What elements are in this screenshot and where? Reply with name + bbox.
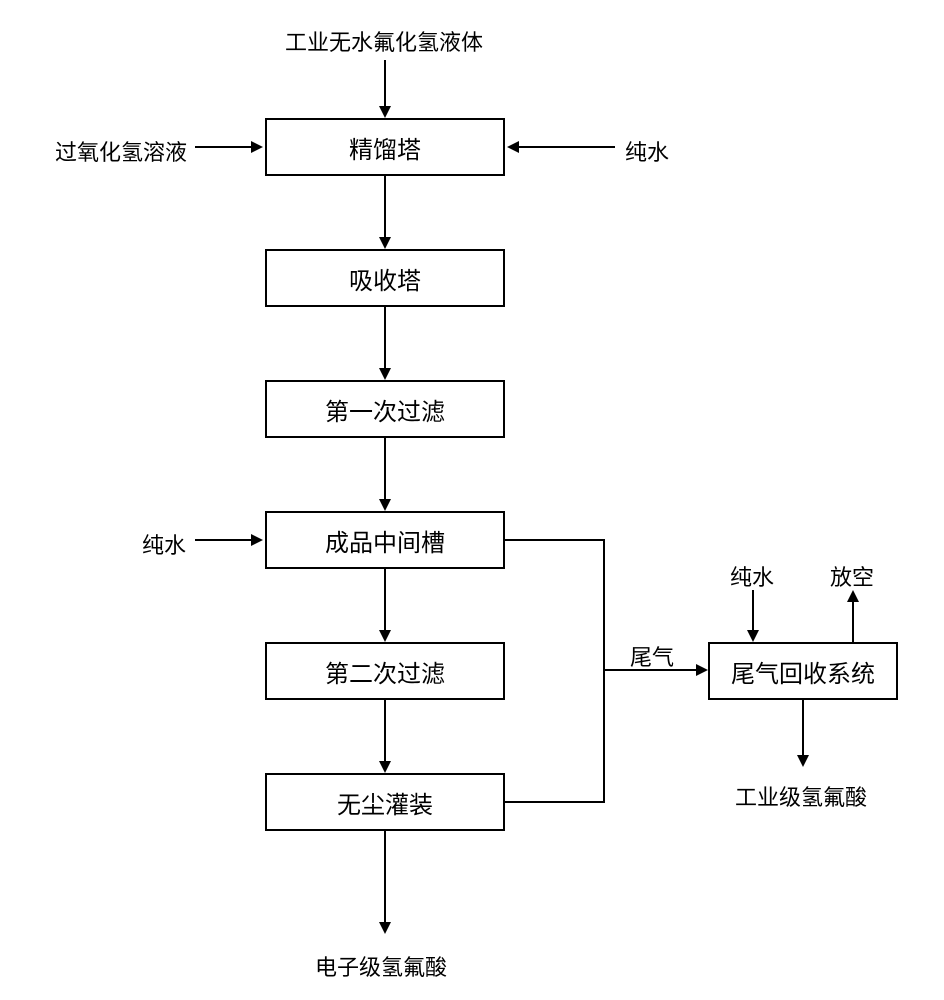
- arrow-head: [379, 368, 391, 380]
- arrow-head: [379, 499, 391, 511]
- arrow-head: [379, 630, 391, 642]
- box-product-tank: 成品中间槽: [265, 511, 505, 569]
- arrow-line: [852, 600, 854, 642]
- label-bottom-output: 电子级氢氟酸: [315, 950, 447, 982]
- arrow-line: [517, 146, 615, 148]
- arrow-line: [752, 590, 754, 630]
- arrow-head: [251, 141, 263, 153]
- arrow-line: [195, 539, 253, 541]
- arrow-head: [379, 922, 391, 934]
- arrow-head: [847, 590, 859, 602]
- box-label: 成品中间槽: [325, 523, 445, 558]
- arrow-line: [505, 801, 605, 803]
- arrow-head: [379, 106, 391, 118]
- label-left-input-2: 纯水: [142, 528, 186, 560]
- label-right-input-1: 纯水: [625, 135, 669, 167]
- arrow-head: [251, 534, 263, 546]
- arrow-line: [384, 307, 386, 368]
- arrow-head: [696, 664, 708, 676]
- box-absorption: 吸收塔: [265, 249, 505, 307]
- arrow-head: [379, 237, 391, 249]
- arrow-head: [507, 141, 519, 153]
- box-label: 精馏塔: [349, 130, 421, 165]
- box-label: 第二次过滤: [325, 654, 445, 689]
- box-label: 尾气回收系统: [731, 654, 875, 689]
- arrow-head: [797, 755, 809, 767]
- arrow-line: [384, 700, 386, 761]
- label-vent: 放空: [830, 560, 874, 592]
- arrow-line: [603, 539, 605, 803]
- label-pure-water-right: 纯水: [730, 560, 774, 592]
- label-industrial-hf: 工业级氢氟酸: [735, 780, 867, 812]
- label-left-input-1: 过氧化氢溶液: [55, 135, 187, 167]
- label-tail-gas: 尾气: [630, 640, 674, 672]
- arrow-head: [379, 761, 391, 773]
- arrow-line: [195, 146, 253, 148]
- arrow-head: [747, 630, 759, 642]
- arrow-line: [384, 831, 386, 922]
- arrow-line: [384, 176, 386, 237]
- arrow-line: [384, 569, 386, 630]
- box-second-filter: 第二次过滤: [265, 642, 505, 700]
- label-top-input: 工业无水氟化氢液体: [285, 25, 483, 57]
- box-label: 第一次过滤: [325, 392, 445, 427]
- arrow-line: [802, 700, 804, 755]
- box-label: 吸收塔: [349, 261, 421, 296]
- box-label: 无尘灌装: [337, 785, 433, 820]
- box-first-filter: 第一次过滤: [265, 380, 505, 438]
- box-distillation: 精馏塔: [265, 118, 505, 176]
- box-tailgas-recovery: 尾气回收系统: [708, 642, 898, 700]
- arrow-line: [384, 438, 386, 499]
- arrow-line: [384, 60, 386, 108]
- box-dustfree-filling: 无尘灌装: [265, 773, 505, 831]
- arrow-line: [505, 539, 605, 541]
